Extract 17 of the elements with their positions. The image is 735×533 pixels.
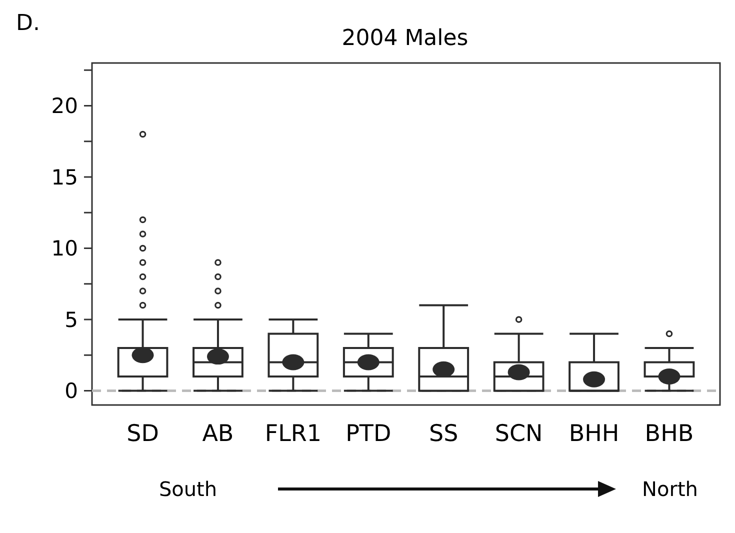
y-tick-label: 15 xyxy=(51,165,78,190)
text: South xyxy=(158,477,218,501)
y-tick-label: 5 xyxy=(64,308,78,332)
chart-title: 2004 Males xyxy=(342,26,468,51)
y-tick-label: 10 xyxy=(51,236,78,261)
x-tick-label: PTD xyxy=(346,421,392,447)
y-tick-label: 20 xyxy=(51,94,78,118)
x-tick-label: BHH xyxy=(568,421,620,447)
x-tick-label: BHB xyxy=(644,421,694,447)
x-tick-label: SCN xyxy=(494,421,543,447)
x-tick-label: SD xyxy=(126,421,159,447)
y-tick-label: 0 xyxy=(64,379,78,404)
x-tick-label: SS xyxy=(429,421,458,447)
text: D. xyxy=(16,11,40,36)
x-tick-label: AB xyxy=(202,421,234,447)
text: North xyxy=(642,477,698,501)
x-tick-label: FLR1 xyxy=(264,421,322,447)
